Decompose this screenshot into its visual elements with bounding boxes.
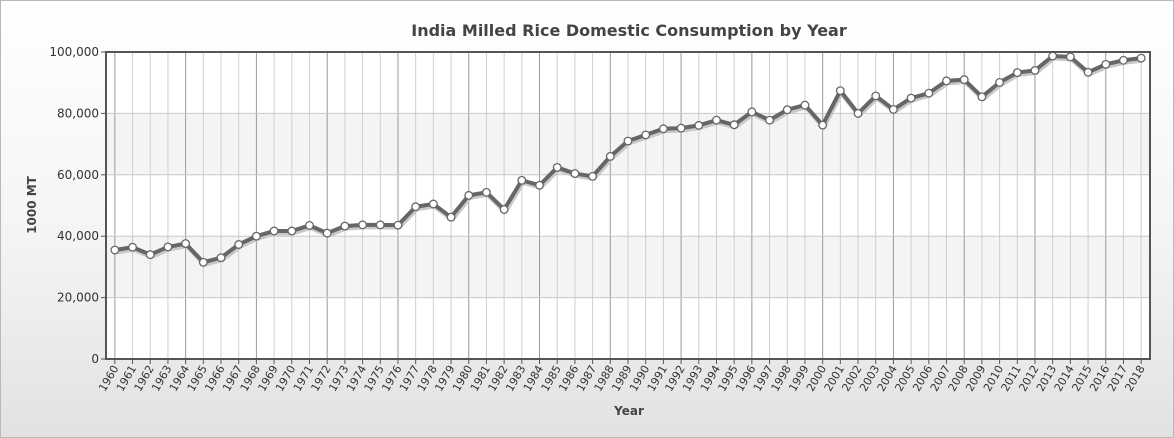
data-point[interactable] bbox=[782, 105, 792, 115]
data-point[interactable] bbox=[623, 136, 633, 146]
data-point[interactable] bbox=[552, 162, 562, 172]
data-point[interactable] bbox=[446, 212, 456, 222]
y-tick-label: 20,000 bbox=[57, 291, 99, 305]
data-point[interactable] bbox=[1083, 67, 1093, 77]
data-point[interactable] bbox=[1030, 65, 1040, 75]
data-point[interactable] bbox=[517, 175, 527, 185]
data-point[interactable] bbox=[1136, 53, 1146, 63]
data-point[interactable] bbox=[428, 199, 438, 209]
data-point[interactable] bbox=[694, 120, 704, 130]
data-point[interactable] bbox=[835, 86, 845, 96]
data-point[interactable] bbox=[198, 257, 208, 267]
data-point[interactable] bbox=[375, 220, 385, 230]
data-point[interactable] bbox=[251, 231, 261, 241]
data-point[interactable] bbox=[959, 75, 969, 85]
data-point[interactable] bbox=[871, 91, 881, 101]
data-point[interactable] bbox=[464, 190, 474, 200]
data-point[interactable] bbox=[322, 228, 332, 238]
data-point[interactable] bbox=[588, 171, 598, 181]
data-point[interactable] bbox=[888, 104, 898, 114]
data-point[interactable] bbox=[570, 169, 580, 179]
y-tick-label: 60,000 bbox=[57, 168, 99, 182]
data-point[interactable] bbox=[340, 221, 350, 231]
data-point[interactable] bbox=[906, 93, 916, 103]
data-point[interactable] bbox=[1119, 55, 1128, 65]
data-point[interactable] bbox=[747, 107, 757, 117]
data-point[interactable] bbox=[481, 187, 491, 197]
data-point[interactable] bbox=[995, 77, 1005, 87]
y-tick-label: 0 bbox=[91, 352, 99, 366]
data-point[interactable] bbox=[411, 202, 421, 212]
data-point[interactable] bbox=[145, 250, 155, 260]
data-point[interactable] bbox=[942, 76, 951, 86]
data-point[interactable] bbox=[163, 242, 173, 252]
data-point[interactable] bbox=[305, 221, 314, 230]
data-point[interactable] bbox=[234, 240, 244, 249]
data-point[interactable] bbox=[110, 245, 120, 255]
y-tick-label: 40,000 bbox=[57, 229, 99, 243]
data-point[interactable] bbox=[287, 226, 297, 236]
data-point[interactable] bbox=[729, 120, 739, 130]
data-point[interactable] bbox=[1101, 59, 1111, 69]
data-point[interactable] bbox=[1048, 51, 1058, 61]
data-point[interactable] bbox=[800, 100, 810, 110]
y-tick-label: 100,000 bbox=[49, 45, 99, 59]
data-point[interactable] bbox=[181, 239, 191, 249]
data-point[interactable] bbox=[393, 220, 403, 230]
data-point[interactable] bbox=[853, 108, 863, 118]
data-point[interactable] bbox=[1012, 68, 1022, 78]
chart-title: India Milled Rice Domestic Consumption b… bbox=[411, 21, 847, 40]
data-point[interactable] bbox=[499, 205, 509, 214]
data-point[interactable] bbox=[128, 242, 137, 252]
y-axis-title: 1000 MT bbox=[25, 175, 39, 234]
data-point[interactable] bbox=[641, 130, 651, 140]
data-point[interactable] bbox=[818, 120, 828, 130]
data-point[interactable] bbox=[712, 115, 721, 125]
data-point[interactable] bbox=[358, 220, 368, 230]
data-point[interactable] bbox=[269, 226, 279, 236]
data-point[interactable] bbox=[535, 180, 544, 190]
data-point[interactable] bbox=[676, 123, 686, 133]
data-point[interactable] bbox=[216, 253, 226, 263]
data-point[interactable] bbox=[977, 92, 987, 102]
x-axis-title: Year bbox=[613, 404, 644, 418]
plot-border bbox=[105, 51, 1151, 360]
data-point[interactable] bbox=[924, 88, 934, 98]
data-point[interactable] bbox=[1065, 52, 1075, 62]
y-tick-label: 80,000 bbox=[57, 106, 99, 120]
data-point[interactable] bbox=[605, 151, 615, 161]
data-point[interactable] bbox=[765, 115, 775, 125]
data-point[interactable] bbox=[658, 124, 668, 134]
